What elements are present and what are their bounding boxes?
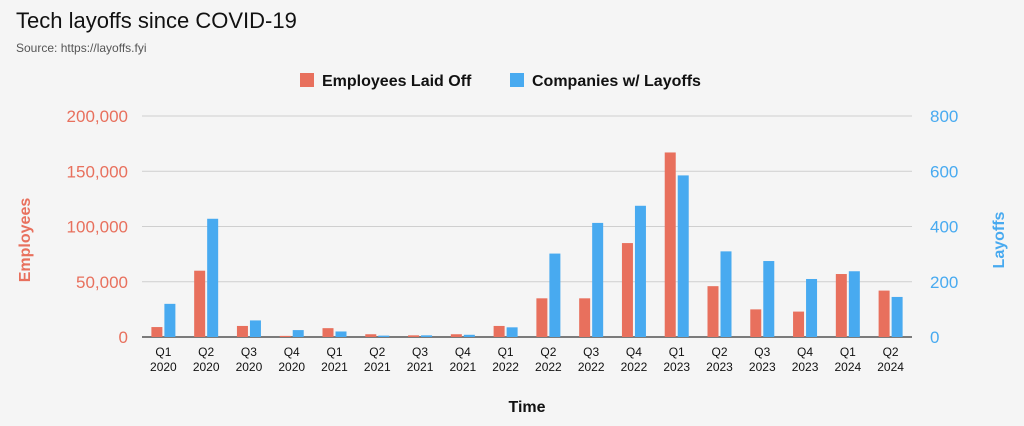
bar-companies-with-layoffs <box>463 334 475 337</box>
x-tick-label-year: 2023 <box>792 360 819 374</box>
x-axis-ticks: Q12020Q22020Q32020Q42020Q12021Q22021Q320… <box>150 345 904 374</box>
x-tick-label-quarter: Q2 <box>198 345 214 359</box>
bar-employees-laid-off <box>536 298 548 337</box>
y-axis-right-label: Layoffs <box>991 211 1008 268</box>
x-tick-label-year: 2021 <box>407 360 434 374</box>
x-tick-label-quarter: Q4 <box>626 345 642 359</box>
bar-companies-with-layoffs <box>763 261 775 337</box>
y-axis-right-ticks: 0 200 400 600 800 <box>930 107 958 347</box>
bar-companies-with-layoffs <box>720 251 732 337</box>
x-tick-label-quarter: Q3 <box>754 345 770 359</box>
bar-employees-laid-off <box>664 152 676 337</box>
bar-employees-laid-off <box>621 243 633 337</box>
bar-employees-laid-off <box>579 298 591 337</box>
bar-employees-laid-off <box>493 325 505 337</box>
bar-companies-with-layoffs <box>634 205 646 337</box>
bar-employees-laid-off <box>236 325 248 337</box>
x-tick-label-quarter: Q3 <box>241 345 257 359</box>
x-tick-label-quarter: Q2 <box>883 345 899 359</box>
x-tick-label-quarter: Q4 <box>455 345 471 359</box>
y-tick-label-left: 150,000 <box>67 162 128 181</box>
x-tick-label-quarter: Q1 <box>840 345 856 359</box>
bar-companies-with-layoffs <box>506 327 518 337</box>
x-axis-label: Time <box>508 399 545 416</box>
bar-companies-with-layoffs <box>806 278 818 337</box>
bar-companies-with-layoffs <box>677 175 689 337</box>
x-tick-label-year: 2020 <box>193 360 220 374</box>
bar-employees-laid-off <box>151 327 163 337</box>
chart-subtitle: Source: https://layoffs.fyi <box>16 41 147 55</box>
legend: Employees Laid Off Companies w/ Layoffs <box>300 73 701 90</box>
x-tick-label-year: 2023 <box>749 360 776 374</box>
x-tick-label-year: 2021 <box>364 360 391 374</box>
x-tick-label-year: 2022 <box>492 360 519 374</box>
bar-companies-with-layoffs <box>891 296 903 337</box>
x-tick-label-year: 2022 <box>535 360 562 374</box>
x-tick-label-quarter: Q3 <box>412 345 428 359</box>
bar-employees-laid-off <box>707 286 719 337</box>
x-tick-label-quarter: Q1 <box>326 345 342 359</box>
bar-companies-with-layoffs <box>249 320 261 337</box>
x-tick-label-year: 2024 <box>877 360 904 374</box>
bar-companies-with-layoffs <box>848 271 860 337</box>
y-tick-label-right: 0 <box>930 328 939 347</box>
y-tick-label-right: 800 <box>930 107 958 126</box>
x-tick-label-year: 2020 <box>150 360 177 374</box>
y-axis-left-ticks: 0 50,000 100,000 150,000 200,000 <box>67 107 128 347</box>
bar-employees-laid-off <box>450 334 462 337</box>
x-tick-label-year: 2023 <box>663 360 690 374</box>
bar-companies-with-layoffs <box>592 222 604 337</box>
y-tick-label-left: 100,000 <box>67 218 128 237</box>
bar-employees-laid-off <box>793 311 805 337</box>
x-tick-label-quarter: Q2 <box>540 345 556 359</box>
x-tick-label-quarter: Q2 <box>711 345 727 359</box>
x-tick-label-year: 2022 <box>621 360 648 374</box>
bar-employees-laid-off <box>194 270 206 337</box>
y-tick-label-left: 0 <box>119 328 128 347</box>
x-tick-label-year: 2023 <box>706 360 733 374</box>
x-tick-label-year: 2020 <box>278 360 305 374</box>
bar-employees-laid-off <box>408 335 420 337</box>
x-tick-label-quarter: Q1 <box>155 345 171 359</box>
bar-employees-laid-off <box>835 274 847 337</box>
bar-companies-with-layoffs <box>292 330 304 337</box>
legend-swatch-employees-laid-off <box>300 73 314 87</box>
bars <box>151 152 903 337</box>
x-tick-label-year: 2020 <box>236 360 263 374</box>
bar-companies-with-layoffs <box>207 218 219 337</box>
x-tick-label-year: 2021 <box>321 360 348 374</box>
x-tick-label-quarter: Q1 <box>498 345 514 359</box>
legend-label-companies-with-layoffs: Companies w/ Layoffs <box>532 73 701 90</box>
legend-label-employees-laid-off: Employees Laid Off <box>322 73 472 90</box>
x-tick-label-quarter: Q3 <box>583 345 599 359</box>
bar-companies-with-layoffs <box>378 335 390 337</box>
y-tick-label-left: 200,000 <box>67 107 128 126</box>
legend-swatch-companies-with-layoffs <box>510 73 524 87</box>
x-tick-label-quarter: Q4 <box>797 345 813 359</box>
x-tick-label-quarter: Q1 <box>669 345 685 359</box>
y-tick-label-right: 600 <box>930 162 958 181</box>
bar-companies-with-layoffs <box>164 303 176 337</box>
bar-employees-laid-off <box>365 334 377 337</box>
chart-title: Tech layoffs since COVID-19 <box>16 8 297 33</box>
gridlines <box>142 115 912 338</box>
bar-employees-laid-off <box>750 309 762 337</box>
x-tick-label-year: 2021 <box>449 360 476 374</box>
x-tick-label-quarter: Q4 <box>284 345 300 359</box>
x-tick-label-quarter: Q2 <box>369 345 385 359</box>
bar-employees-laid-off <box>322 328 334 337</box>
x-tick-label-year: 2024 <box>834 360 861 374</box>
y-tick-label-right: 400 <box>930 218 958 237</box>
bar-companies-with-layoffs <box>421 335 433 337</box>
bar-companies-with-layoffs <box>335 331 347 337</box>
x-tick-label-year: 2022 <box>578 360 605 374</box>
bar-employees-laid-off <box>878 290 890 337</box>
y-axis-left-label: Employees <box>17 198 34 283</box>
bar-employees-laid-off <box>279 335 291 337</box>
y-tick-label-left: 50,000 <box>76 273 128 292</box>
y-tick-label-right: 200 <box>930 273 958 292</box>
bar-companies-with-layoffs <box>549 253 561 337</box>
